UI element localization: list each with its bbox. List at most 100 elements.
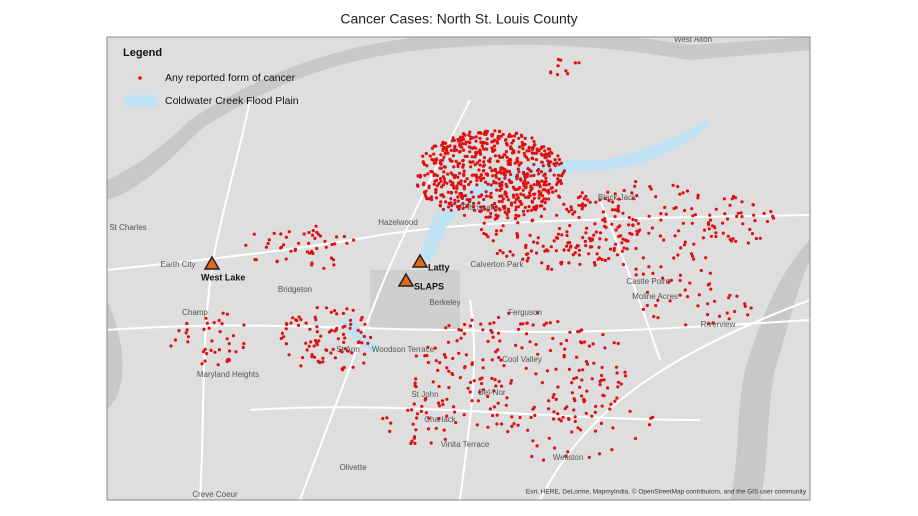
case-dot: [518, 186, 522, 190]
case-dot: [509, 381, 513, 385]
case-dot: [480, 382, 484, 386]
case-dot: [483, 207, 487, 211]
case-dot: [313, 315, 317, 319]
case-dot: [554, 189, 558, 193]
case-dot: [513, 216, 518, 221]
case-dot: [530, 136, 534, 140]
case-dot: [458, 171, 462, 175]
case-dot: [450, 203, 454, 208]
case-dot: [688, 281, 692, 285]
case-dot: [620, 249, 624, 253]
case-dot: [576, 426, 580, 430]
case-dot: [556, 177, 560, 181]
case-dot: [508, 250, 512, 254]
case-dot: [591, 342, 595, 346]
case-dot: [539, 146, 543, 150]
case-dot: [534, 158, 539, 162]
case-dot: [457, 150, 461, 154]
case-dot: [659, 218, 663, 222]
case-dot: [468, 197, 472, 202]
case-dot: [498, 182, 502, 186]
case-dot: [557, 157, 562, 162]
case-dot: [335, 326, 339, 330]
case-dot: [531, 407, 535, 411]
case-dot: [495, 251, 499, 256]
case-dot: [633, 184, 637, 188]
case-dot: [769, 209, 773, 214]
case-dot: [530, 454, 534, 459]
case-dot: [541, 458, 546, 462]
case-dot: [477, 201, 481, 205]
case-dot: [573, 210, 577, 214]
case-dot: [602, 378, 606, 382]
case-dot: [625, 247, 629, 251]
place-label: St John: [411, 390, 438, 399]
case-dot: [333, 309, 337, 313]
case-dot: [753, 219, 757, 223]
place-label: Charlack: [424, 415, 457, 424]
case-dot: [568, 245, 573, 249]
case-dot: [487, 159, 491, 163]
title: Cancer Cases: North St. Louis County: [340, 11, 577, 27]
case-dot: [727, 296, 731, 300]
case-dot: [577, 253, 581, 257]
case-dot: [631, 223, 635, 227]
case-dot: [572, 408, 576, 412]
case-dot: [440, 185, 444, 189]
case-dot: [706, 302, 710, 306]
case-dot: [580, 328, 584, 332]
case-dot: [314, 318, 318, 322]
case-dot: [437, 404, 442, 408]
case-dot: [584, 231, 588, 235]
case-dot: [503, 192, 507, 196]
case-dot: [454, 421, 458, 425]
case-dot: [478, 136, 482, 140]
case-dot: [308, 327, 312, 331]
case-dot: [616, 206, 620, 211]
case-dot: [415, 416, 419, 420]
case-dot: [521, 322, 525, 326]
case-dot: [557, 179, 561, 183]
case-dot: [551, 395, 555, 399]
case-dot: [510, 141, 514, 145]
place-label: Bridgeton: [278, 285, 312, 294]
case-dot: [496, 331, 501, 335]
case-dot: [555, 213, 559, 217]
case-dot: [207, 326, 211, 330]
case-dot: [456, 199, 460, 203]
case-dot: [434, 157, 438, 161]
case-dot: [210, 339, 214, 343]
case-dot: [419, 409, 423, 413]
case-dot: [540, 194, 545, 198]
case-dot: [501, 251, 505, 255]
case-dot: [678, 278, 682, 283]
case-dot: [531, 439, 535, 443]
case-dot: [581, 235, 585, 240]
case-dot: [573, 419, 577, 424]
case-dot: [442, 170, 446, 174]
case-dot: [542, 323, 546, 327]
case-dot: [555, 161, 559, 165]
case-dot: [352, 238, 356, 242]
case-dot: [587, 252, 591, 256]
case-dot: [559, 161, 564, 165]
case-dot: [455, 339, 459, 343]
case-dot: [313, 338, 317, 343]
case-dot: [693, 213, 698, 217]
case-dot: [493, 201, 497, 206]
case-dot: [468, 390, 472, 394]
case-dot: [440, 399, 445, 403]
case-dot: [490, 358, 494, 362]
case-dot: [490, 376, 494, 380]
case-dot: [514, 343, 518, 347]
case-dot: [461, 163, 465, 167]
case-dot: [444, 200, 448, 204]
case-dot: [584, 244, 588, 248]
case-dot: [493, 129, 497, 133]
case-dot: [289, 249, 293, 253]
case-dot: [668, 299, 672, 303]
case-dot: [623, 370, 627, 374]
place-label: Calverton Park: [471, 260, 525, 269]
case-dot: [321, 356, 325, 360]
case-dot: [242, 323, 246, 327]
